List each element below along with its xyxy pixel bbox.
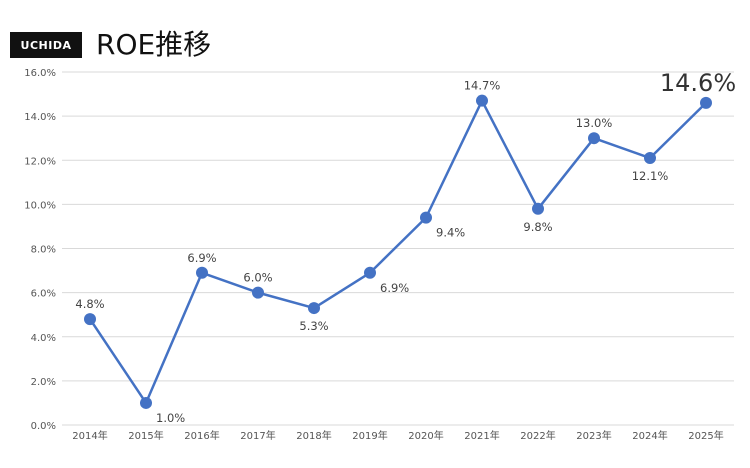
data-label: 9.4% [436, 226, 465, 240]
data-label: 6.9% [380, 281, 409, 295]
data-label: 12.1% [632, 169, 669, 183]
data-point [588, 132, 600, 145]
y-tick-label: 0.0% [31, 421, 56, 432]
data-point [252, 286, 264, 299]
data-point [308, 302, 320, 315]
data-label: 13.0% [576, 116, 613, 130]
x-tick-label: 2014年 [72, 429, 107, 442]
grid-lines [62, 71, 734, 426]
data-label: 6.9% [187, 251, 216, 265]
x-tick-label: 2020年 [408, 429, 443, 442]
data-point [84, 313, 96, 326]
y-tick-label: 10.0% [24, 200, 56, 211]
y-tick-label: 4.0% [31, 333, 56, 344]
data-point [700, 96, 712, 109]
data-point [476, 94, 488, 107]
data-label: 4.8% [75, 297, 104, 311]
data-label: 5.3% [299, 319, 328, 333]
y-tick-label: 16.0% [24, 68, 56, 79]
y-tick-label: 12.0% [24, 156, 56, 167]
series-line [88, 99, 707, 405]
data-point [420, 211, 432, 224]
x-tick-label: 2017年 [240, 429, 275, 442]
data-labels: 4.8% 1.0% 6.9% 6.0% 5.3% 6.9% 9.4% 14.7% 9.8% 13.… [75, 69, 736, 425]
x-tick-label: 2024年 [632, 429, 667, 442]
data-label: 6.0% [243, 271, 272, 285]
x-tick-label: 2021年 [464, 429, 499, 442]
x-tick-label: 2019年 [352, 429, 387, 442]
data-point [644, 152, 656, 165]
brand-logo: UCHIDA [10, 32, 82, 58]
data-label: 14.7% [464, 79, 501, 93]
y-tick-label: 14.0% [24, 112, 56, 123]
data-point [140, 396, 152, 409]
data-label: 9.8% [523, 220, 552, 234]
x-tick-label: 2016年 [184, 429, 219, 442]
y-tick-label: 6.0% [31, 289, 56, 300]
data-label: 14.6% [660, 69, 736, 97]
data-point [364, 266, 376, 279]
x-axis-ticks: 2014年 2015年 2016年 2017年 2018年 2019年 2020年 2021年… [72, 429, 723, 442]
y-axis-ticks: 0.0% 2.0% 4.0% 6.0% 8.0% 10.0% 12.0% 14.0% 16.0% [24, 68, 56, 432]
x-tick-label: 2025年 [688, 429, 723, 442]
data-point [196, 266, 208, 279]
y-tick-label: 2.0% [31, 377, 56, 388]
chart-title: ROE推移 [96, 28, 212, 61]
data-label: 1.0% [156, 411, 185, 425]
data-point [532, 202, 544, 215]
x-tick-label: 2015年 [128, 429, 163, 442]
series-roe [84, 94, 712, 409]
x-tick-label: 2023年 [576, 429, 611, 442]
x-tick-label: 2022年 [520, 429, 555, 442]
y-tick-label: 8.0% [31, 245, 56, 256]
x-tick-label: 2018年 [296, 429, 331, 442]
